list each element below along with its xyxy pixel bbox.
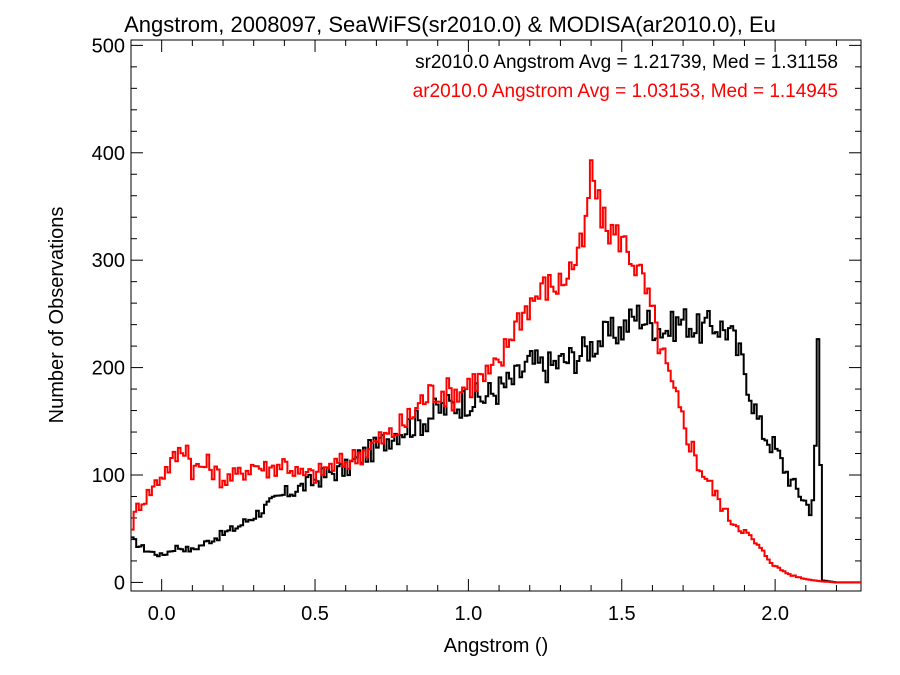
- x-tick-label: 0.5: [301, 603, 329, 625]
- legend-stats-ar2010: ar2010.0 Angstrom Avg = 1.03153, Med = 1…: [413, 81, 838, 102]
- chart-title: Angstrom, 2008097, SeaWiFS(sr2010.0) & M…: [124, 12, 776, 37]
- x-axis: 0.0 0.5 1.0 1.5 2.0: [130, 40, 837, 625]
- series-line-ar2010.0: [131, 159, 861, 584]
- series-layer: [131, 159, 861, 584]
- y-tick-label: 200: [92, 358, 125, 380]
- y-axis-label: Number of Observations: [46, 207, 68, 424]
- y-tick-label: 500: [92, 35, 125, 57]
- y-tick-label: 100: [92, 465, 125, 487]
- series-line-sr2010.0: [131, 304, 861, 584]
- x-tick-label: 1.5: [608, 603, 636, 625]
- legend-stats-sr2010: sr2010.0 Angstrom Avg = 1.21739, Med = 1…: [415, 52, 838, 73]
- y-axis: 0 100 200 300 400 500: [92, 35, 861, 594]
- x-tick-label: 0.0: [148, 603, 176, 625]
- x-tick-label: 1.0: [454, 603, 482, 625]
- x-tick-label: 2.0: [761, 603, 789, 625]
- y-tick-label: 300: [92, 250, 125, 272]
- y-tick-label: 0: [114, 572, 125, 594]
- x-axis-label: Angstrom (): [444, 635, 548, 657]
- y-tick-label: 400: [92, 143, 125, 165]
- plot-frame: [130, 39, 862, 592]
